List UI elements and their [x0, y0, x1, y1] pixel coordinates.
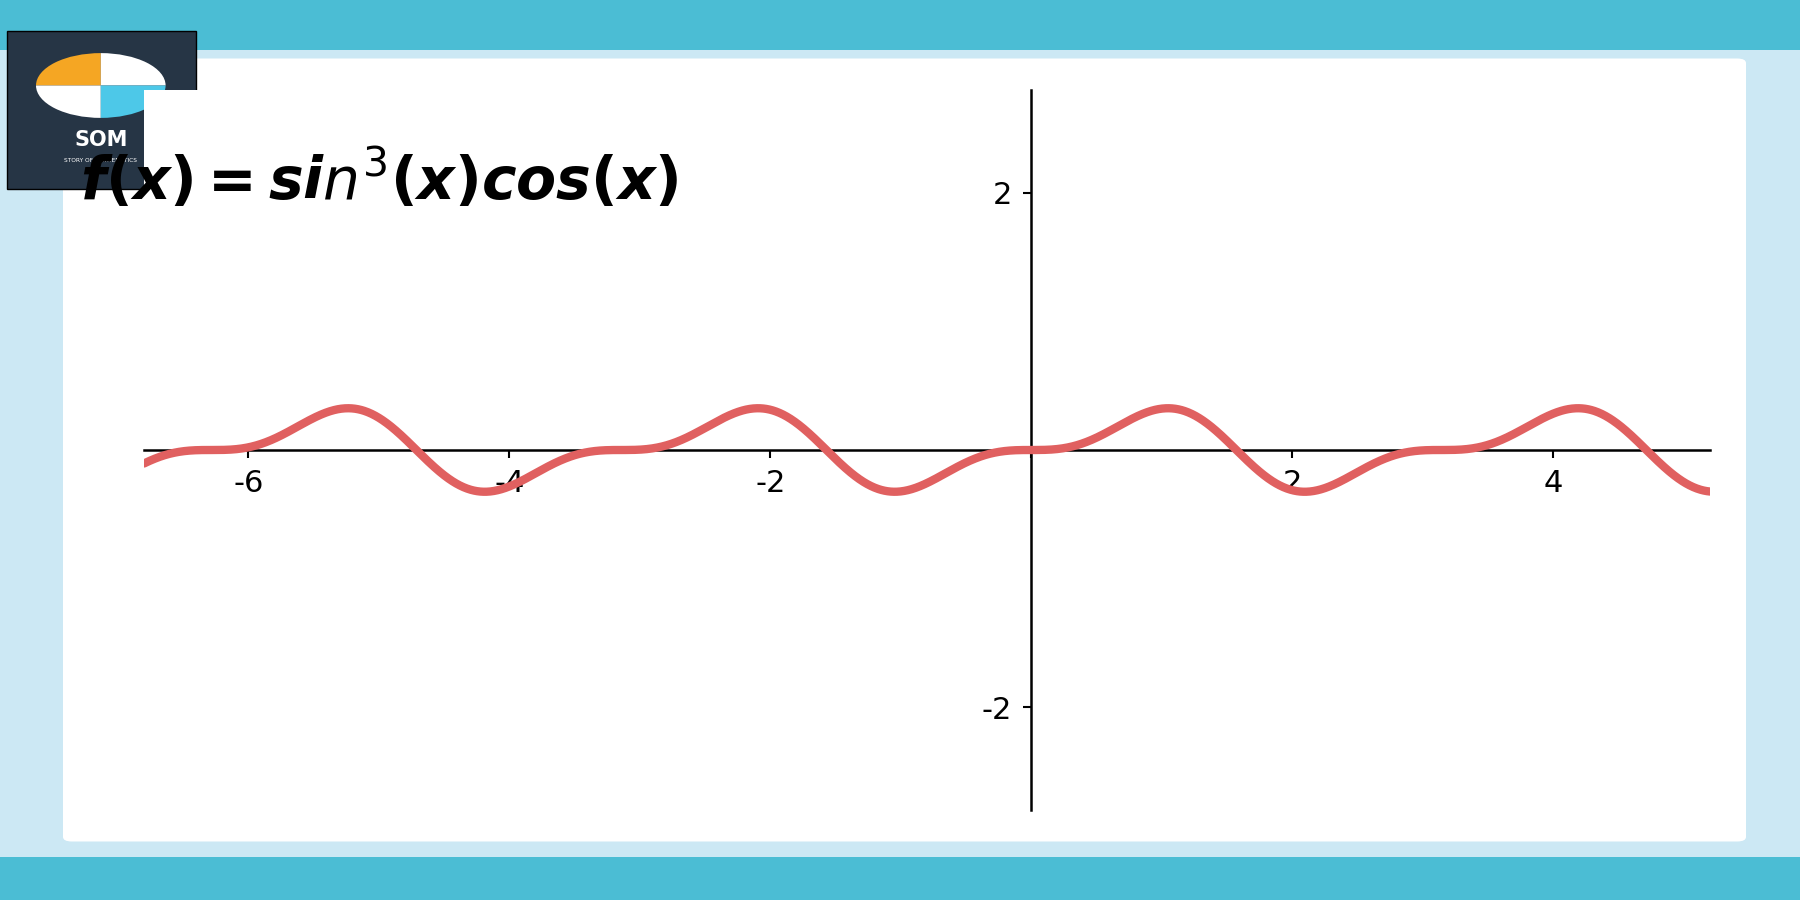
Wedge shape: [36, 86, 101, 118]
Text: STORY OF MATHEMATICS: STORY OF MATHEMATICS: [65, 158, 137, 163]
Text: $\boldsymbol{f(x) = sin^3(x)cos(x)}$: $\boldsymbol{f(x) = sin^3(x)cos(x)}$: [79, 148, 679, 212]
FancyBboxPatch shape: [63, 58, 1746, 842]
Wedge shape: [101, 86, 166, 118]
Wedge shape: [36, 53, 101, 86]
Bar: [0, 857, 1800, 900]
Text: SOM: SOM: [74, 130, 128, 149]
FancyBboxPatch shape: [7, 32, 196, 189]
Bar: [0, 0, 1800, 50]
Wedge shape: [101, 53, 166, 86]
